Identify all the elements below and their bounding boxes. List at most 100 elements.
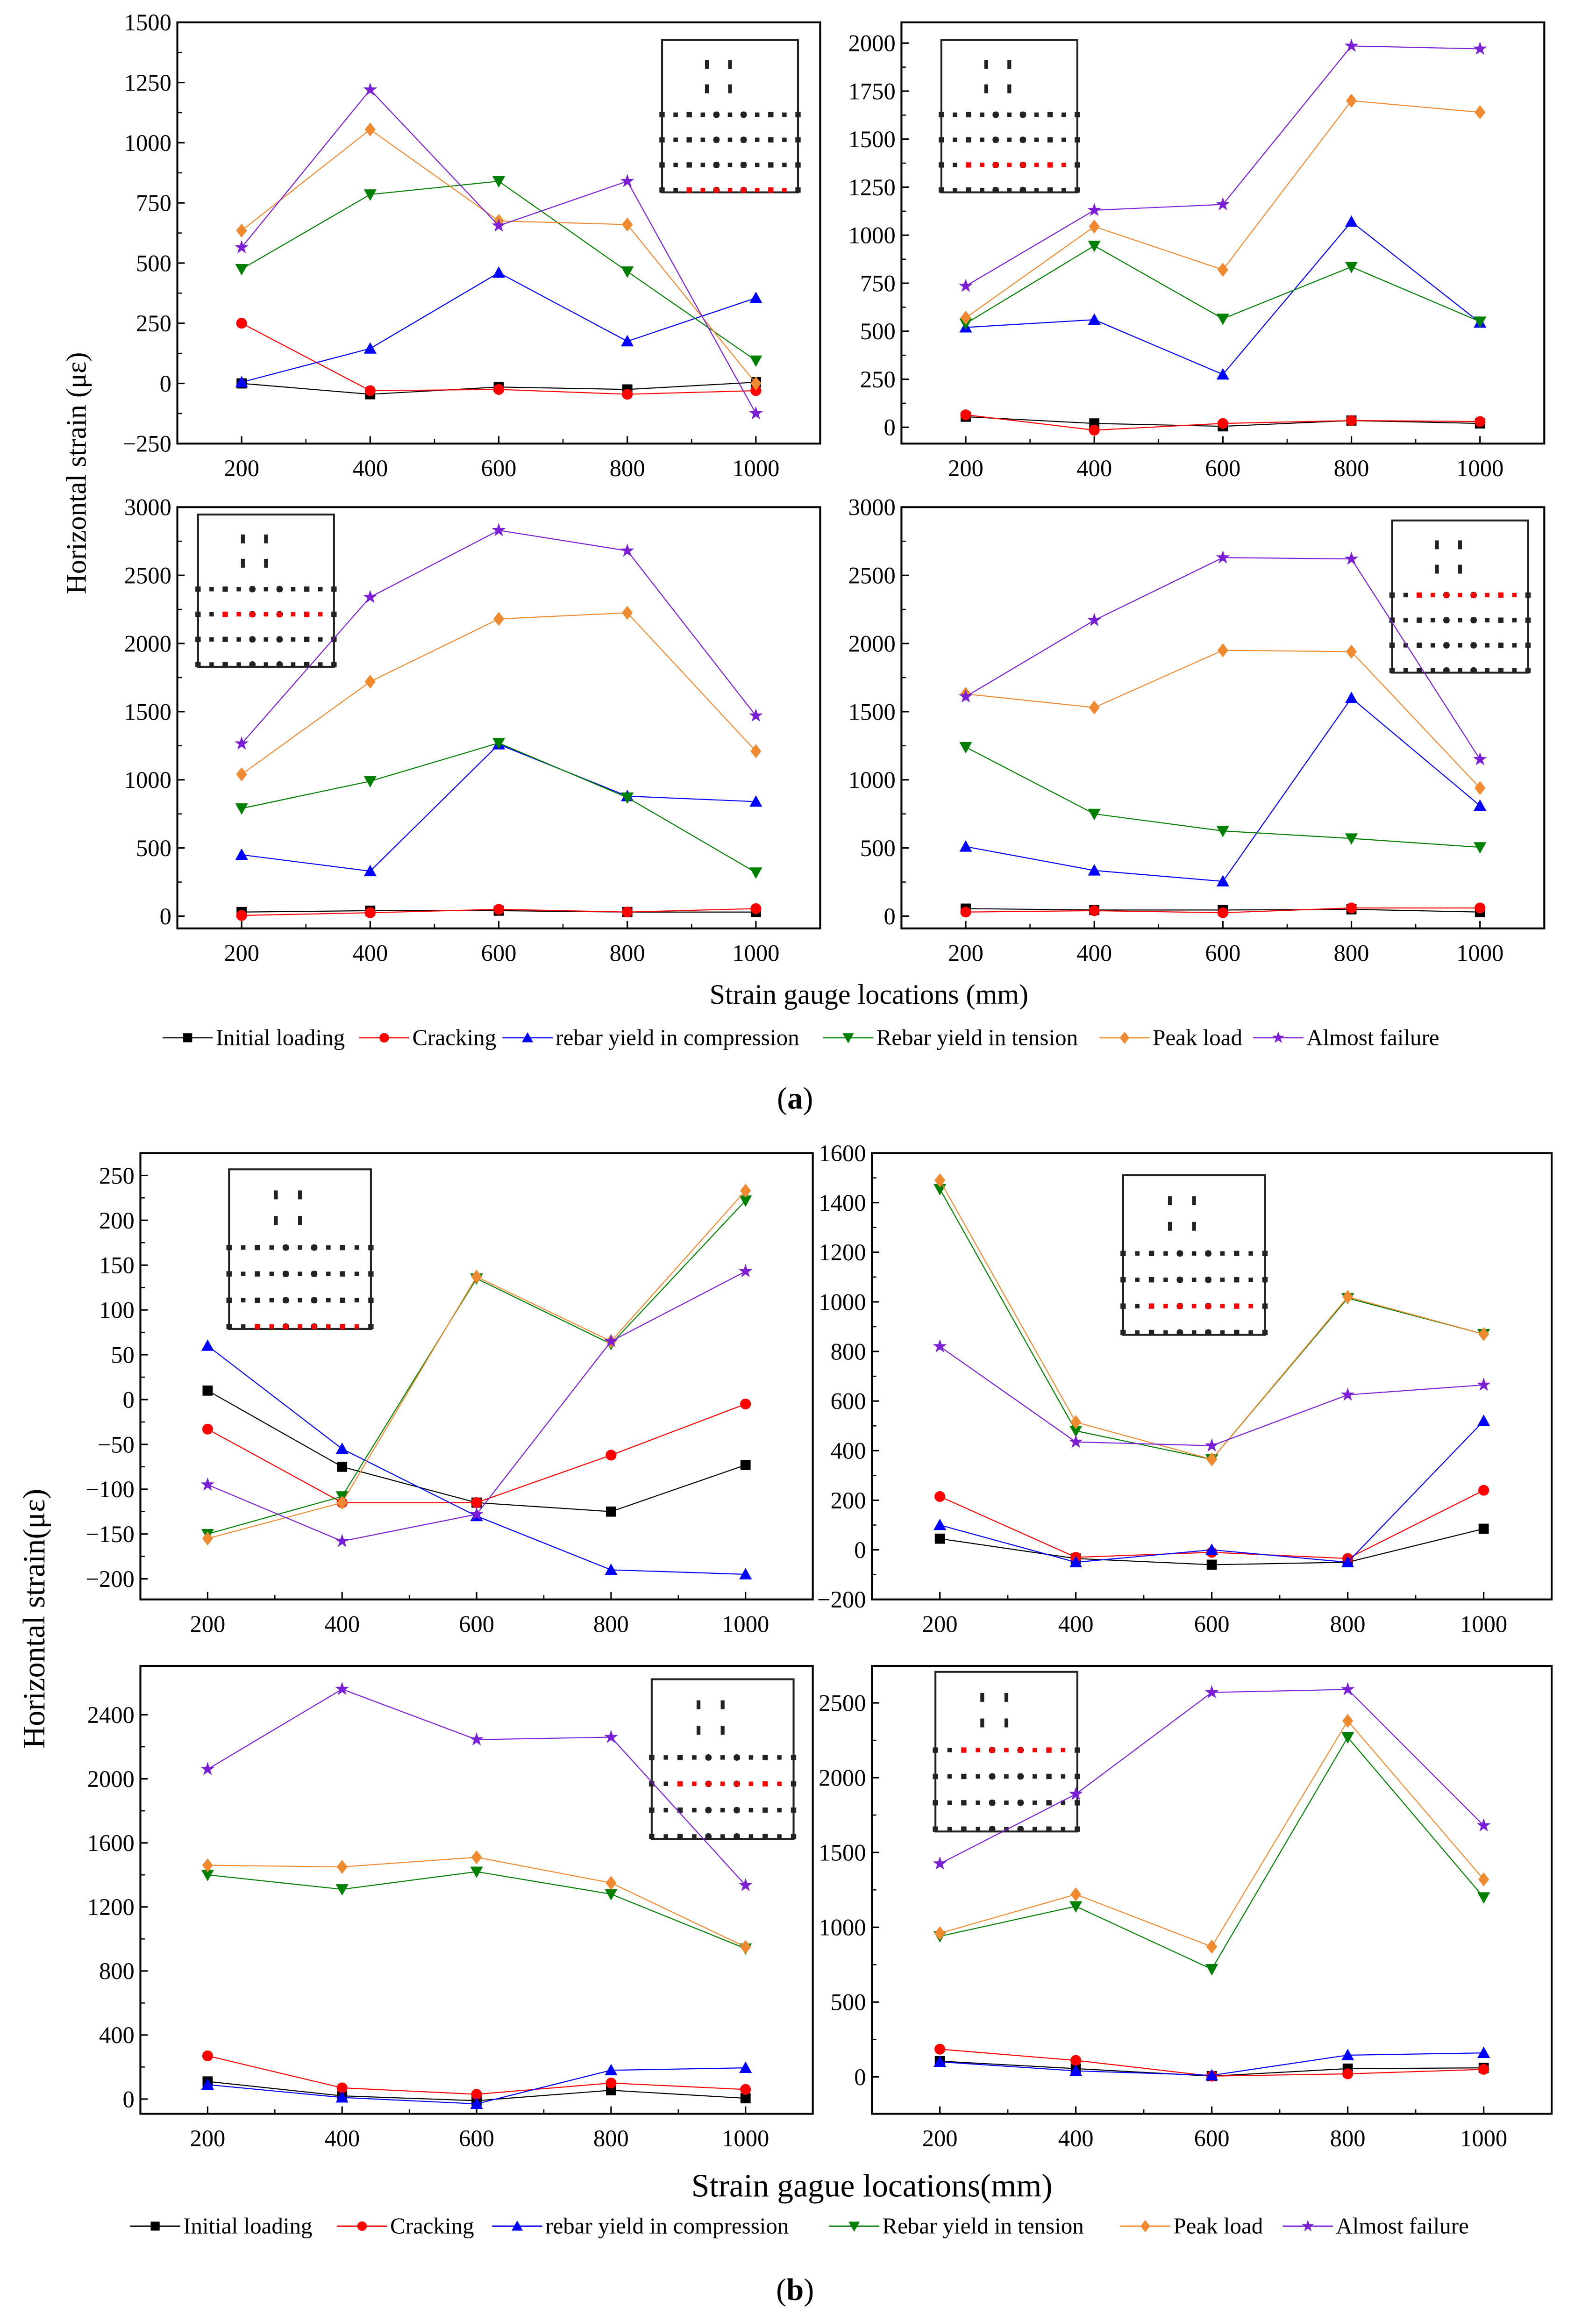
data-point (1088, 864, 1101, 876)
y-tick-label: 1400 (819, 1190, 866, 1216)
data-point (606, 2078, 617, 2089)
y-tick-label: 2000 (848, 630, 896, 657)
data-point (492, 738, 506, 750)
y-tick-label: 800 (831, 1338, 866, 1365)
x-tick-label: 600 (1194, 2125, 1230, 2151)
data-point (202, 2050, 213, 2061)
series-rebar-yield-in-compression (959, 215, 1487, 380)
data-point (364, 385, 376, 396)
data-point (933, 1339, 947, 1353)
data-point (493, 612, 505, 626)
x-tick-label: 800 (1334, 455, 1369, 481)
data-point (1069, 1901, 1083, 1913)
x-tick-label: 1000 (1456, 455, 1503, 481)
data-point (236, 318, 247, 329)
data-point (1478, 1523, 1489, 1534)
y-tick-label: 250 (99, 1163, 135, 1189)
series-line (207, 1390, 746, 1512)
data-point (740, 1940, 751, 1954)
legend-label: Peak load (1153, 1025, 1242, 1050)
x-tick-label: 400 (1076, 940, 1112, 966)
legend-marker (150, 2222, 160, 2231)
data-point (1478, 1872, 1489, 1886)
data-point (1478, 2064, 1489, 2075)
y-tick-label: 1500 (848, 126, 896, 152)
data-point (236, 223, 247, 238)
data-point (363, 342, 377, 354)
data-point (1088, 808, 1101, 821)
data-point (236, 910, 247, 921)
data-point (620, 543, 634, 557)
legend-item: rebar yield in compression (502, 1025, 799, 1050)
y-tick-label: 400 (99, 2022, 135, 2048)
gauge-location-inset (933, 1671, 1080, 1833)
gauge-location-inset (226, 1168, 374, 1330)
data-point (960, 907, 971, 918)
legend-marker (842, 1033, 854, 1043)
data-point (1089, 700, 1100, 715)
data-point (1478, 1485, 1489, 1496)
gauge-location-inset (1389, 519, 1531, 674)
legend-marker (1119, 1031, 1130, 1044)
data-point (959, 689, 973, 703)
x-tick-label: 600 (1194, 1611, 1230, 1637)
data-point (202, 1858, 213, 1872)
series-rebar-yield-in-compression (201, 1339, 752, 1579)
chart-panel-a1: −250 0 250 500 750 1000 1250 1500 200 400 600 800 10… (122, 9, 821, 481)
series-line (242, 743, 756, 872)
legend-item: rebar yield in compression (492, 2213, 789, 2239)
data-point (1088, 313, 1101, 325)
data-point (1204, 1438, 1219, 1452)
data-point (934, 1173, 946, 1187)
data-point (336, 1495, 348, 1510)
y-tick-label: 0 (884, 414, 895, 441)
data-point (604, 1729, 618, 1743)
data-point (363, 189, 377, 201)
data-point (606, 1876, 617, 1890)
data-point (749, 795, 762, 807)
data-point (622, 907, 633, 918)
data-point (363, 776, 377, 788)
data-point (1474, 799, 1487, 811)
y-tick-label: 3000 (848, 494, 896, 521)
data-point (1346, 93, 1357, 108)
data-point (201, 1870, 214, 1881)
gauge-location-inset (195, 514, 337, 668)
x-tick-label: 200 (190, 2125, 225, 2151)
series-almost-failure (933, 1339, 1491, 1452)
legend-label: Initial loading (216, 1025, 345, 1050)
legend-item: Cracking (337, 2213, 474, 2239)
data-point (739, 1568, 752, 1579)
data-point (335, 1682, 349, 1695)
data-point (1344, 551, 1359, 565)
legend-marker (1272, 1031, 1285, 1043)
legend-marker (183, 1033, 192, 1043)
series-rebar-yield-in-tension (959, 742, 1487, 854)
data-point (1345, 692, 1358, 703)
y-tick-label: 750 (860, 270, 896, 296)
data-point (236, 767, 247, 782)
data-point (621, 792, 634, 804)
gauge-location-inset (1120, 1174, 1268, 1336)
y-tick-label: 1000 (819, 1915, 866, 1941)
data-point (740, 2093, 751, 2104)
chart-panel-b3: 0 400 800 1200 1600 2000 2400 200 400 600 800 1000 (87, 1665, 814, 2151)
x-tick-label: 1000 (732, 940, 779, 966)
data-point (1475, 902, 1486, 914)
legend-marker (1302, 2220, 1314, 2232)
data-point (738, 1264, 753, 1278)
y-tick-label: 500 (136, 250, 171, 276)
data-point (1346, 902, 1357, 914)
data-point (1342, 1290, 1354, 1304)
x-tick-label: 400 (324, 1611, 360, 1637)
legend-item: Peak load (1120, 2213, 1263, 2239)
data-point (493, 904, 505, 915)
data-point (605, 1889, 618, 1901)
data-point (364, 674, 376, 689)
series-almost-failure (200, 1682, 753, 1892)
data-point (934, 1533, 945, 1544)
x-tick-label: 1000 (732, 455, 779, 481)
data-point (1345, 215, 1358, 227)
y-tick-label: 1000 (124, 767, 171, 793)
y-tick-label: 0 (884, 903, 895, 929)
